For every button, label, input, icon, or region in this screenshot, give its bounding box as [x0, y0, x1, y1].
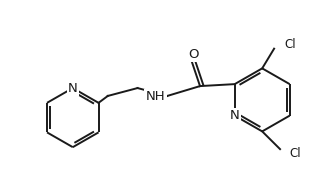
Text: Cl: Cl	[284, 38, 296, 51]
Text: NH: NH	[146, 90, 165, 103]
Text: N: N	[230, 109, 239, 122]
Text: Cl: Cl	[289, 147, 301, 160]
Text: O: O	[188, 48, 198, 61]
Text: N: N	[68, 82, 78, 95]
